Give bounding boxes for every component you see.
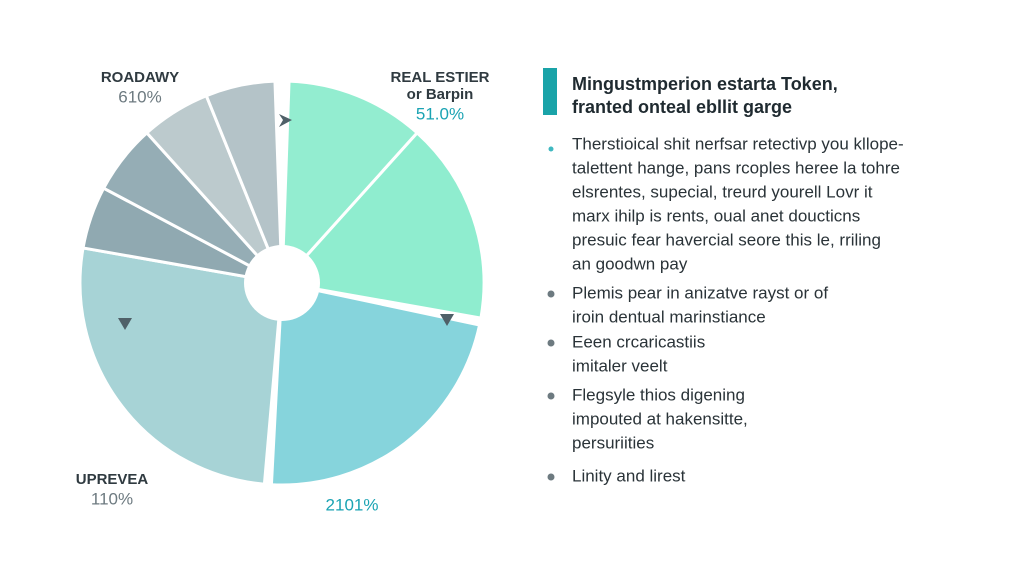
bullet-dot [547,290,555,298]
pie-hole [244,245,320,321]
bullet-dot [547,339,555,347]
arrow [279,114,292,127]
label-value: 110% [91,489,133,508]
bullet-dot [547,392,555,400]
panel-heading: franted onteal ebllit garge [572,97,792,117]
bullet-text: Flegsyle thios digening [572,385,745,404]
arrow [440,314,454,326]
bullet-text: Eeen crcaricastiis [572,332,705,351]
bullet-text: impouted at hakensitte, [572,409,748,428]
pie-wedge [279,130,486,320]
label-value: 2101% [326,495,379,514]
bullet-text: Plemis pear in anizatve rayst or of [572,283,828,302]
pie-diagram [78,79,486,487]
bullet-text: marx ihilp is rents, oual anet doucticns [572,206,860,225]
bullet-text: Therstioical shit nerfsar retectivp you … [572,134,904,153]
pie-wedge [204,79,284,284]
bullet-text: Linity and lirest [572,466,686,485]
bullet-dot [547,473,555,481]
label-name: REAL ESTIER [391,69,490,86]
bullet-text: elsrentes, supecial, treurd yourell Lovr… [572,182,873,201]
bullet-text: an goodwn pay [572,254,688,273]
bullet-text: presuic fear havercial seore this le, rr… [572,230,881,249]
bullet-text: iroin dentual marinstiance [572,307,766,326]
bullet-text: talettent hange, pans rcoples heree la t… [572,158,900,177]
pie-wedge [269,281,482,487]
bullet-text: imitaler veelt [572,356,668,375]
accent-bar [543,68,557,115]
bullet-dot [548,146,554,152]
bullet-text: persuriities [572,433,654,452]
text-panel: Mingustmperion estarta Token, franted ont… [547,74,904,485]
pie-wedge [78,246,284,486]
pie-wedge [280,79,420,288]
panel-heading: Mingustmperion estarta Token, [572,74,838,94]
label-name: UPREVEA [76,471,149,488]
arrow [118,318,132,330]
label-name: or Barpin [407,86,474,103]
label-value: 610% [118,87,161,106]
label-name: ROADAWY [101,69,179,86]
label-value: 51.0% [416,104,464,123]
